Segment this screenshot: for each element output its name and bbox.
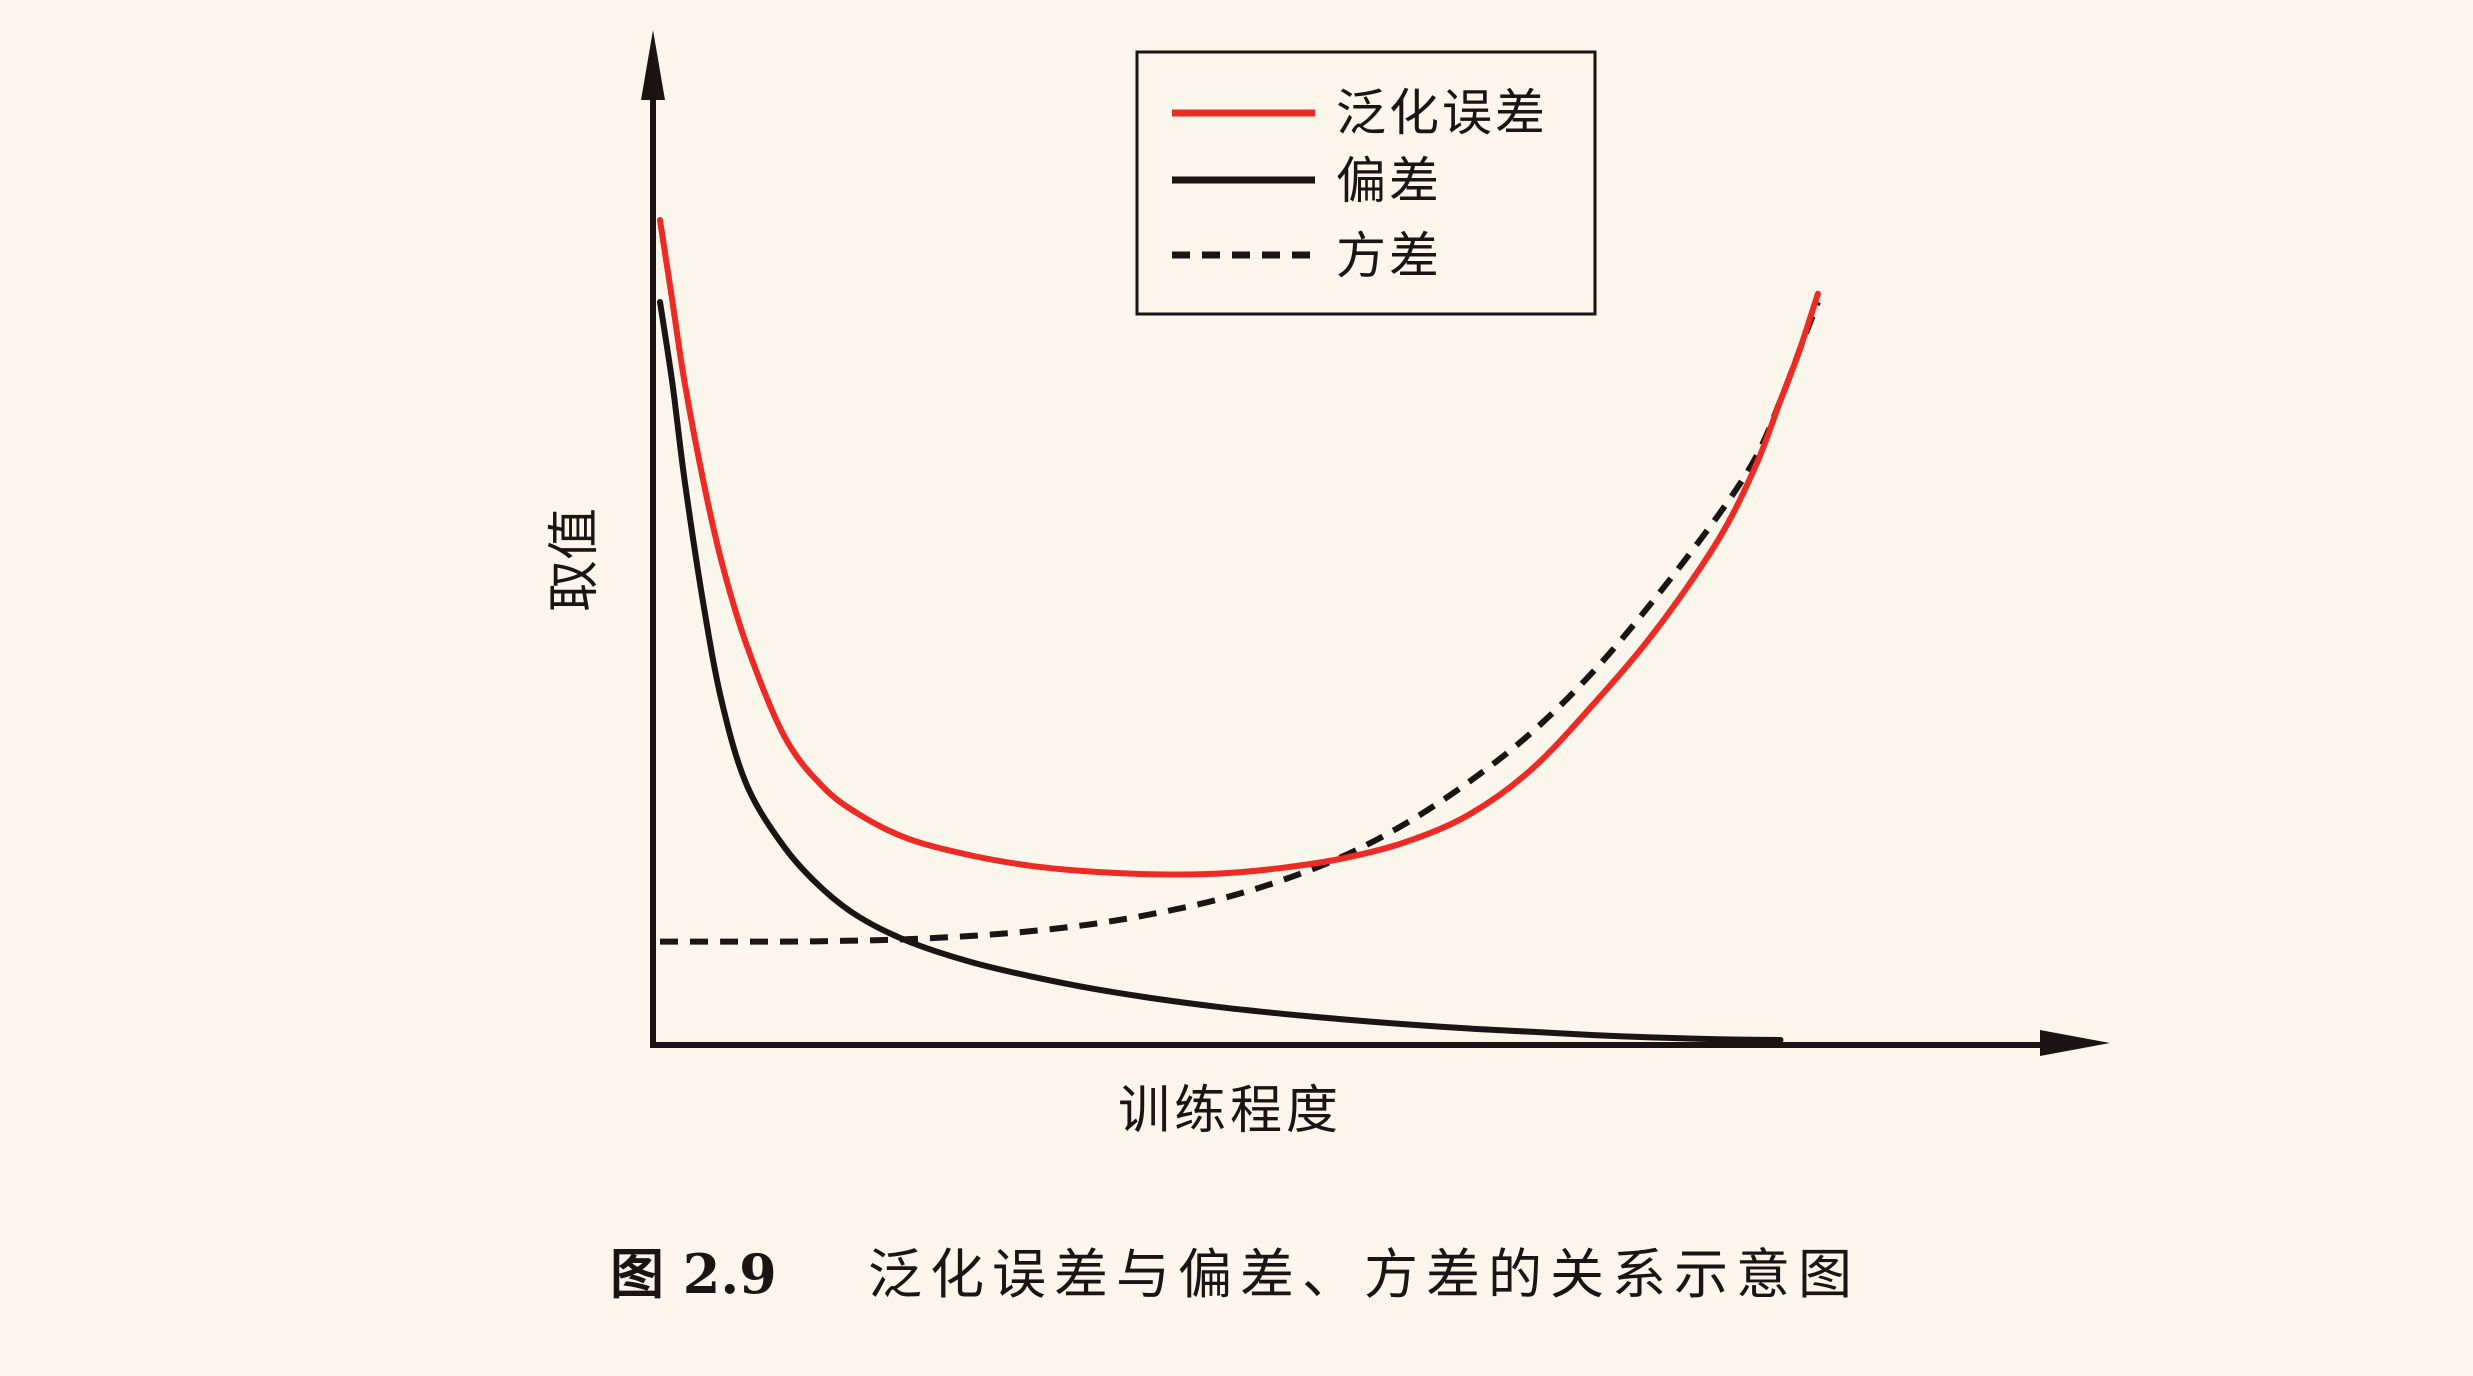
y-axis-label: 取值 — [545, 508, 605, 612]
legend: 泛化误差 偏差 方差 — [1135, 50, 1597, 316]
series-layer — [657, 217, 1821, 1043]
series-line-bias — [657, 299, 1784, 1043]
legend-label-bias: 偏差 — [1336, 152, 1442, 210]
x-axis-label: 训练程度 — [1118, 1081, 1342, 1141]
legend-label-variance: 方差 — [1336, 227, 1442, 285]
legend-label-generalization-error: 泛化误差 — [1336, 84, 1548, 142]
axes — [641, 30, 2110, 1056]
caption-text: 泛化误差与偏差、方差的关系示意图 — [868, 1243, 1860, 1306]
caption-number: 图 2.9 — [610, 1242, 777, 1306]
figure-caption: 图 2.9 泛化误差与偏差、方差的关系示意图 — [610, 1242, 1860, 1306]
series-line-generalization-error — [657, 217, 1821, 878]
series-line-variance — [660, 300, 1821, 945]
x-axis-arrowhead — [2040, 1030, 2110, 1056]
y-axis-arrowhead — [641, 30, 665, 100]
